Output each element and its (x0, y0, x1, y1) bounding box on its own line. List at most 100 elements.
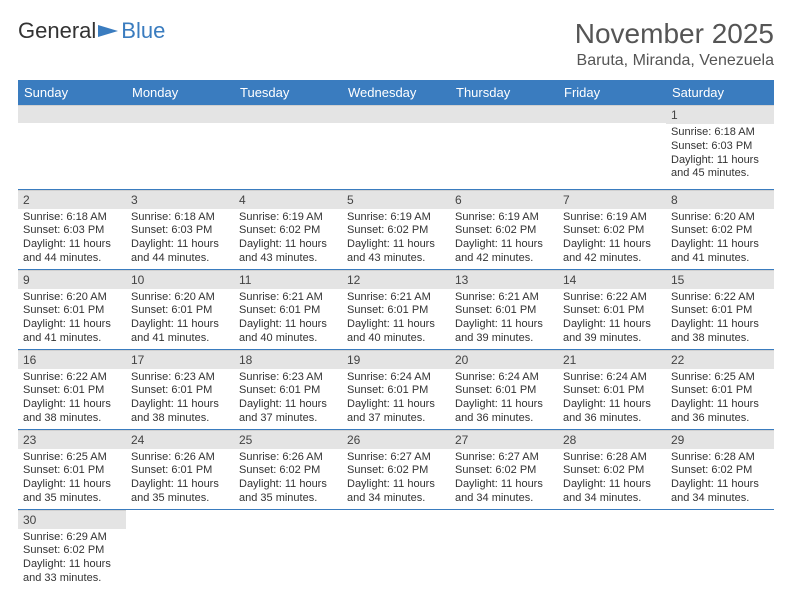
day-details: Sunrise: 6:24 AMSunset: 6:01 PMDaylight:… (450, 369, 558, 429)
day-details: Sunrise: 6:22 AMSunset: 6:01 PMDaylight:… (18, 369, 126, 429)
day-number: 16 (23, 353, 36, 367)
day-number-bar (450, 105, 558, 123)
daylight-text: Daylight: 11 hours and 38 minutes. (131, 398, 229, 426)
day-details: Sunrise: 6:25 AMSunset: 6:01 PMDaylight:… (666, 369, 774, 429)
day-number-bar: 14 (558, 270, 666, 289)
day-details: Sunrise: 6:28 AMSunset: 6:02 PMDaylight:… (558, 449, 666, 509)
day-number-bar: 13 (450, 270, 558, 289)
day-number-bar: 21 (558, 350, 666, 369)
weekday-header-row: Sunday Monday Tuesday Wednesday Thursday… (18, 80, 774, 105)
calendar-cell: 6Sunrise: 6:19 AMSunset: 6:02 PMDaylight… (450, 189, 558, 269)
day-number-bar: 12 (342, 270, 450, 289)
sunset-text: Sunset: 6:02 PM (563, 464, 661, 478)
sunrise-text: Sunrise: 6:19 AM (347, 211, 445, 225)
calendar-week-row: 16Sunrise: 6:22 AMSunset: 6:01 PMDayligh… (18, 349, 774, 429)
calendar-cell: 5 Sunrise: 6:19 AMSunset: 6:02 PMDaylight… (342, 189, 450, 269)
day-number: 27 (455, 433, 468, 447)
page-header: GeneralBlue November 2025 Baruta, Mirand… (18, 18, 774, 70)
flag-icon (98, 23, 120, 39)
sunrise-text: Sunrise: 6:27 AM (347, 451, 445, 465)
day-number: 9 (23, 273, 30, 287)
day-number-bar: 29 (666, 430, 774, 449)
day-number-bar (18, 105, 126, 123)
day-number-bar: 8 (666, 190, 774, 209)
daylight-text: Daylight: 11 hours and 43 minutes. (347, 238, 445, 266)
day-number: 19 (347, 353, 360, 367)
sunrise-text: Sunrise: 6:22 AM (671, 291, 769, 305)
day-number: 3 (131, 193, 138, 207)
sunset-text: Sunset: 6:03 PM (671, 140, 769, 154)
day-details: Sunrise: 6:23 AMSunset: 6:01 PMDaylight:… (126, 369, 234, 429)
sunset-text: Sunset: 6:02 PM (455, 464, 553, 478)
calendar-cell (234, 509, 342, 589)
sunrise-text: Sunrise: 6:24 AM (347, 371, 445, 385)
sunset-text: Sunset: 6:02 PM (671, 224, 769, 238)
daylight-text: Daylight: 11 hours and 44 minutes. (23, 238, 121, 266)
calendar-cell: 28Sunrise: 6:28 AMSunset: 6:02 PMDayligh… (558, 429, 666, 509)
day-number-bar: 16 (18, 350, 126, 369)
sunset-text: Sunset: 6:02 PM (239, 464, 337, 478)
day-details: Sunrise: 6:19 AMSunset: 6:02 PMDaylight:… (234, 209, 342, 269)
calendar-week-row: 2 Sunrise: 6:18 AMSunset: 6:03 PM Daylight… (18, 189, 774, 269)
daylight-text: Daylight: 11 hours and 36 minutes. (671, 398, 769, 426)
calendar-cell (558, 509, 666, 589)
sunset-text: Sunset: 6:03 PM (131, 224, 229, 238)
daylight-text: Daylight: 11 hours and 35 minutes. (23, 478, 121, 506)
calendar-cell (666, 509, 774, 589)
calendar-cell: 3Sunrise: 6:18 AMSunset: 6:03 PMDaylight… (126, 189, 234, 269)
day-number: 5 (347, 193, 354, 207)
sunset-text: Sunset: 6:01 PM (23, 464, 121, 478)
sunset-text: Sunset: 6:01 PM (23, 384, 121, 398)
calendar-cell (450, 509, 558, 589)
daylight-text: Daylight: 11 hours and 36 minutes. (455, 398, 553, 426)
day-number: 21 (563, 353, 576, 367)
sunrise-text: Sunrise: 6:25 AM (23, 451, 121, 465)
sunset-text: Sunset: 6:01 PM (455, 304, 553, 318)
sunset-text: Sunset: 6:01 PM (563, 304, 661, 318)
sunrise-text: Sunrise: 6:22 AM (23, 371, 121, 385)
sunrise-text: Sunrise: 6:29 AM (23, 531, 121, 545)
sunrise-text: Sunrise: 6:22 AM (563, 291, 661, 305)
day-number: 26 (347, 433, 360, 447)
day-number-bar: 2 (18, 190, 126, 209)
day-number: 2 (23, 193, 30, 207)
calendar-cell: 25Sunrise: 6:26 AMSunset: 6:02 PMDayligh… (234, 429, 342, 509)
day-number-bar: 27 (450, 430, 558, 449)
day-number: 23 (23, 433, 36, 447)
calendar-cell: 26Sunrise: 6:27 AMSunset: 6:02 PMDayligh… (342, 429, 450, 509)
day-details: Sunrise: 6:19 AMSunset: 6:02 PMDaylight:… (342, 209, 450, 269)
day-number-bar: 24 (126, 430, 234, 449)
calendar-cell (558, 105, 666, 189)
sunset-text: Sunset: 6:02 PM (563, 224, 661, 238)
sunset-text: Sunset: 6:01 PM (131, 384, 229, 398)
daylight-text: Daylight: 11 hours and 37 minutes. (347, 398, 445, 426)
day-number-bar: 28 (558, 430, 666, 449)
day-number: 11 (239, 273, 251, 287)
calendar-cell: 11Sunrise: 6:21 AMSunset: 6:01 PMDayligh… (234, 269, 342, 349)
calendar-cell (342, 509, 450, 589)
sunrise-text: Sunrise: 6:21 AM (347, 291, 445, 305)
sunset-text: Sunset: 6:01 PM (671, 304, 769, 318)
day-details: Sunrise: 6:26 AMSunset: 6:01 PMDaylight:… (126, 449, 234, 509)
sunrise-text: Sunrise: 6:19 AM (563, 211, 661, 225)
brand-part2: Blue (121, 18, 165, 44)
sunset-text: Sunset: 6:01 PM (239, 384, 337, 398)
daylight-text: Daylight: 11 hours and 39 minutes. (563, 318, 661, 346)
day-number-bar: 1 (666, 105, 774, 124)
calendar-cell (342, 105, 450, 189)
calendar-cell: 24Sunrise: 6:26 AMSunset: 6:01 PMDayligh… (126, 429, 234, 509)
sunset-text: Sunset: 6:01 PM (671, 384, 769, 398)
calendar-cell: 2Sunrise: 6:18 AMSunset: 6:03 PMDaylight… (18, 189, 126, 269)
sunrise-text: Sunrise: 6:24 AM (563, 371, 661, 385)
day-number: 22 (671, 353, 684, 367)
day-details: Sunrise: 6:20 AMSunset: 6:02 PMDaylight:… (666, 209, 774, 269)
sunset-text: Sunset: 6:02 PM (671, 464, 769, 478)
sunrise-text: Sunrise: 6:18 AM (131, 211, 229, 225)
daylight-text: Daylight: 11 hours and 42 minutes. (563, 238, 661, 266)
weekday-header: Wednesday (342, 80, 450, 105)
day-details: Sunrise: 6:23 AMSunset: 6:01 PMDaylight:… (234, 369, 342, 429)
day-details: Sunrise: 6:19 AMSunset: 6:02 PMDaylight:… (558, 209, 666, 269)
day-number-bar: 20 (450, 350, 558, 369)
sunrise-text: Sunrise: 6:28 AM (563, 451, 661, 465)
day-number-bar: 19 (342, 350, 450, 369)
